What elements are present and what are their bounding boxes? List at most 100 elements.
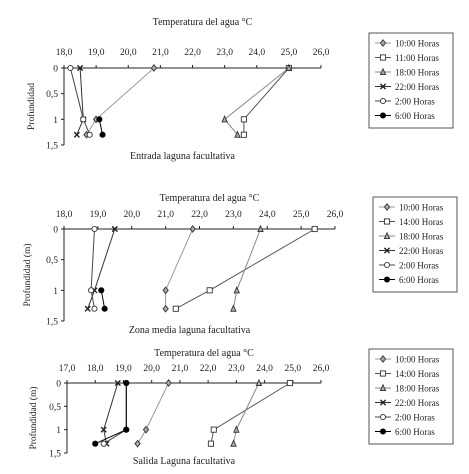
x-tick-label: 26,0 — [313, 48, 330, 58]
data-point — [142, 425, 150, 434]
legend-entry: 14:00 Horas — [395, 369, 440, 379]
data-point — [100, 440, 107, 447]
legend-entry: 6:00 Horas — [399, 275, 439, 285]
x-tick-label: 25,0 — [284, 364, 301, 374]
data-point — [67, 64, 74, 72]
chart-panel-2: Temperatura del agua °C 18,0 19,0 20,0 21,0 2… — [22, 193, 458, 336]
x-tick-label: 18,0 — [87, 364, 104, 374]
chart-caption: Entrada laguna facultativa — [130, 151, 236, 162]
data-point — [255, 378, 263, 387]
data-point — [96, 116, 103, 123]
y-tick-label: 1 — [53, 287, 58, 297]
data-point — [162, 304, 169, 313]
data-point — [73, 131, 80, 138]
series-line — [165, 228, 194, 309]
y-axis-label: Profundidad (m) — [28, 386, 39, 449]
chart-caption: Salida Laguna facultativa — [133, 456, 236, 467]
legend-entry: 22:00 Horas — [395, 82, 440, 92]
data-point — [207, 440, 214, 447]
series-line — [223, 67, 290, 136]
series-line — [137, 382, 170, 444]
data-point — [221, 115, 228, 123]
legend-entry: 10:00 Horas — [399, 203, 444, 213]
data-point — [230, 439, 237, 447]
data-point — [101, 305, 108, 312]
series-line — [100, 290, 106, 309]
legend-entry: 18:00 Horas — [395, 68, 440, 78]
data-point — [111, 225, 118, 233]
x-tick-label: 23,0 — [216, 48, 233, 58]
data-point — [165, 379, 172, 387]
chart-title: Temperatura del agua °C — [160, 193, 260, 204]
legend-entry: 10:00 Horas — [395, 355, 440, 365]
y-tick-label: 1,5 — [46, 318, 58, 328]
data-point — [257, 224, 264, 233]
data-point — [86, 131, 93, 138]
y-tick-label: 0,5 — [46, 90, 58, 100]
legend-box — [368, 348, 454, 445]
legend-marker — [383, 218, 391, 225]
data-point — [210, 426, 217, 433]
x-tick-label: 22,0 — [191, 210, 208, 220]
data-point — [233, 286, 241, 294]
x-tick-label: 20,0 — [143, 364, 160, 374]
x-tick-label: 18,0 — [56, 48, 73, 58]
legend-entry: 11:00 Horas — [395, 53, 439, 63]
legend-entry: 18:00 Horas — [399, 232, 444, 242]
data-point — [134, 439, 141, 448]
x-tick-label: 19,0 — [90, 210, 107, 220]
data-point — [123, 426, 130, 433]
data-point — [88, 287, 95, 294]
x-tick-label: 21,0 — [157, 210, 174, 220]
data-point — [240, 116, 247, 123]
x-tick-label: 24,0 — [248, 48, 265, 58]
legend-entry: 2:00 Horas — [395, 97, 435, 107]
data-point — [162, 286, 169, 295]
data-point — [206, 287, 213, 294]
y-tick-label: 0,5 — [49, 403, 61, 413]
data-point — [189, 225, 196, 233]
legend: 10:00 Horas 14:00 Horas 18:00 Horas 22:00 H… — [372, 196, 458, 293]
x-tick-label: 22,0 — [200, 364, 217, 374]
data-point — [84, 305, 91, 312]
legend: 10:00 Horas 11:00 Horas 18:00 Horas 22:00 H… — [368, 32, 454, 129]
x-tick-label: 24,0 — [259, 210, 276, 220]
y-tick-label: 0 — [56, 380, 61, 390]
x-tick-label: 20,0 — [120, 48, 137, 58]
legend-marker — [379, 413, 387, 421]
legend-box — [368, 32, 454, 129]
data-point — [100, 426, 107, 433]
chart-panel-3: Temperatura del agua °C 17,0 18,0 19,0 20,0 2… — [28, 348, 454, 467]
x-tick-label: 22,0 — [184, 48, 201, 58]
legend-marker — [379, 383, 387, 392]
series-line — [243, 67, 290, 135]
x-tick-label: 26,0 — [327, 210, 344, 220]
data-point — [92, 440, 99, 447]
x-tick-label: 23,0 — [228, 364, 245, 374]
x-tick-label: 23,0 — [225, 210, 242, 220]
data-point — [311, 225, 318, 233]
legend-marker — [379, 370, 387, 377]
legend-marker — [383, 276, 391, 283]
series-line — [94, 383, 127, 445]
data-point — [76, 64, 84, 72]
data-point — [230, 304, 237, 312]
legend-marker — [383, 231, 391, 240]
x-tick-label: 20,0 — [123, 210, 140, 220]
x-tick-label: 19,0 — [115, 364, 132, 374]
data-point — [98, 287, 105, 294]
legend-box — [372, 196, 458, 293]
data-point — [91, 225, 98, 233]
legend-marker — [379, 83, 387, 90]
x-tick-label: 17,0 — [59, 364, 76, 374]
legend-marker — [379, 67, 387, 76]
data-point — [123, 379, 130, 387]
data-point — [80, 116, 87, 123]
y-tick-label: 1,5 — [46, 142, 58, 152]
data-point — [240, 131, 247, 138]
x-tick-label: 21,0 — [152, 48, 169, 58]
x-tick-label: 26,0 — [313, 364, 330, 374]
data-point — [286, 379, 294, 387]
legend-marker — [379, 39, 387, 47]
legend-marker — [383, 261, 391, 269]
